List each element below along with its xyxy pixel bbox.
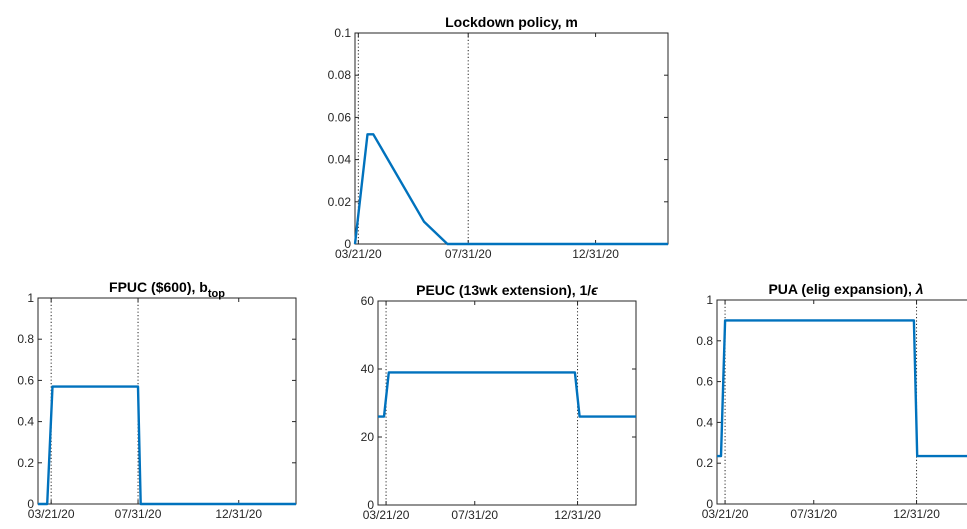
y-tick-label: 1 bbox=[27, 291, 34, 305]
series-line bbox=[378, 371, 636, 418]
y-tick-label: 0.2 bbox=[696, 456, 713, 470]
y-tick-label: 0 bbox=[27, 497, 34, 511]
y-tick-label: 0.8 bbox=[696, 334, 713, 348]
y-tick-label: 40 bbox=[361, 362, 375, 376]
series-line bbox=[353, 133, 668, 246]
panel-pua: 0 0.2 0.4 0.6 0.8 1 03/21/20 07/31/20 12/31/20 PU… bbox=[696, 281, 967, 521]
chart-title: PEUC (13wk extension), 1/ϵ bbox=[416, 282, 598, 298]
y-tick-label: 0.4 bbox=[696, 415, 713, 429]
axes-box bbox=[37, 297, 297, 505]
y-tick-label: 0.2 bbox=[17, 456, 34, 470]
axes-box bbox=[377, 300, 637, 506]
chart-title: PUA (elig expansion), λ bbox=[768, 281, 923, 297]
y-tick-label: 0.08 bbox=[328, 68, 352, 82]
x-tick-label: 07/31/20 bbox=[451, 508, 498, 522]
y-tick-label: 60 bbox=[361, 294, 375, 308]
y-tick-label: 0.1 bbox=[334, 26, 351, 40]
y-tick-label: 0 bbox=[344, 237, 351, 251]
y-tick-label: 20 bbox=[361, 430, 375, 444]
chart-title-symbol: ϵ bbox=[591, 282, 598, 298]
chart-title-subscript: top bbox=[208, 288, 225, 300]
series-line bbox=[38, 385, 296, 506]
chart-title-text: PUA (elig expansion), bbox=[768, 281, 915, 297]
axes-box bbox=[354, 32, 669, 245]
x-tick-label: 03/21/20 bbox=[28, 507, 75, 521]
x-tick-label: 12/31/20 bbox=[893, 507, 940, 521]
x-tick-label: 12/31/20 bbox=[215, 507, 262, 521]
panel-lockdown: 0 0.02 0.04 0.06 0.08 0.1 03/21/20 07/31/20 12/3… bbox=[328, 14, 669, 261]
chart-title-text: Lockdown policy, m bbox=[445, 14, 578, 30]
y-tick-label: 0 bbox=[367, 498, 374, 512]
x-tick-label: 07/31/20 bbox=[115, 507, 162, 521]
y-tick-label: 0.06 bbox=[328, 110, 352, 124]
y-tick-label: 0.6 bbox=[17, 373, 34, 387]
y-tick-label: 0.4 bbox=[17, 415, 34, 429]
y-tick-label: 0.02 bbox=[328, 195, 352, 209]
x-tick-label: 03/21/20 bbox=[363, 508, 410, 522]
chart-title: Lockdown policy, m bbox=[445, 14, 578, 30]
x-tick-label: 07/31/20 bbox=[790, 507, 837, 521]
y-tick-label: 1 bbox=[706, 293, 713, 307]
y-tick-label: 0.6 bbox=[696, 375, 713, 389]
x-tick-label: 03/21/20 bbox=[702, 507, 749, 521]
y-tick-label: 0.8 bbox=[17, 332, 34, 346]
x-tick-label: 03/21/20 bbox=[335, 247, 382, 261]
chart-title-symbol: λ bbox=[915, 281, 924, 297]
x-tick-label: 07/31/20 bbox=[445, 247, 492, 261]
chart-title-text: FPUC ($600), b bbox=[109, 279, 208, 295]
x-tick-label: 12/31/20 bbox=[572, 247, 619, 261]
panel-peuc: 0 20 40 60 03/21/20 07/31/20 12/31/20 PEUC (13w… bbox=[361, 282, 637, 522]
chart-title: FPUC ($600), btop bbox=[109, 279, 225, 300]
panel-fpuc: 0 0.2 0.4 0.6 0.8 1 03/21/20 07/31/20 12/31/20 FP… bbox=[17, 279, 297, 521]
y-tick-label: 0.04 bbox=[328, 153, 352, 167]
y-tick-label: 0 bbox=[706, 497, 713, 511]
x-tick-label: 12/31/20 bbox=[554, 508, 601, 522]
axes-box bbox=[716, 299, 967, 505]
series-line bbox=[717, 319, 967, 458]
chart-title-text: PEUC (13wk extension), 1/ bbox=[416, 282, 591, 298]
